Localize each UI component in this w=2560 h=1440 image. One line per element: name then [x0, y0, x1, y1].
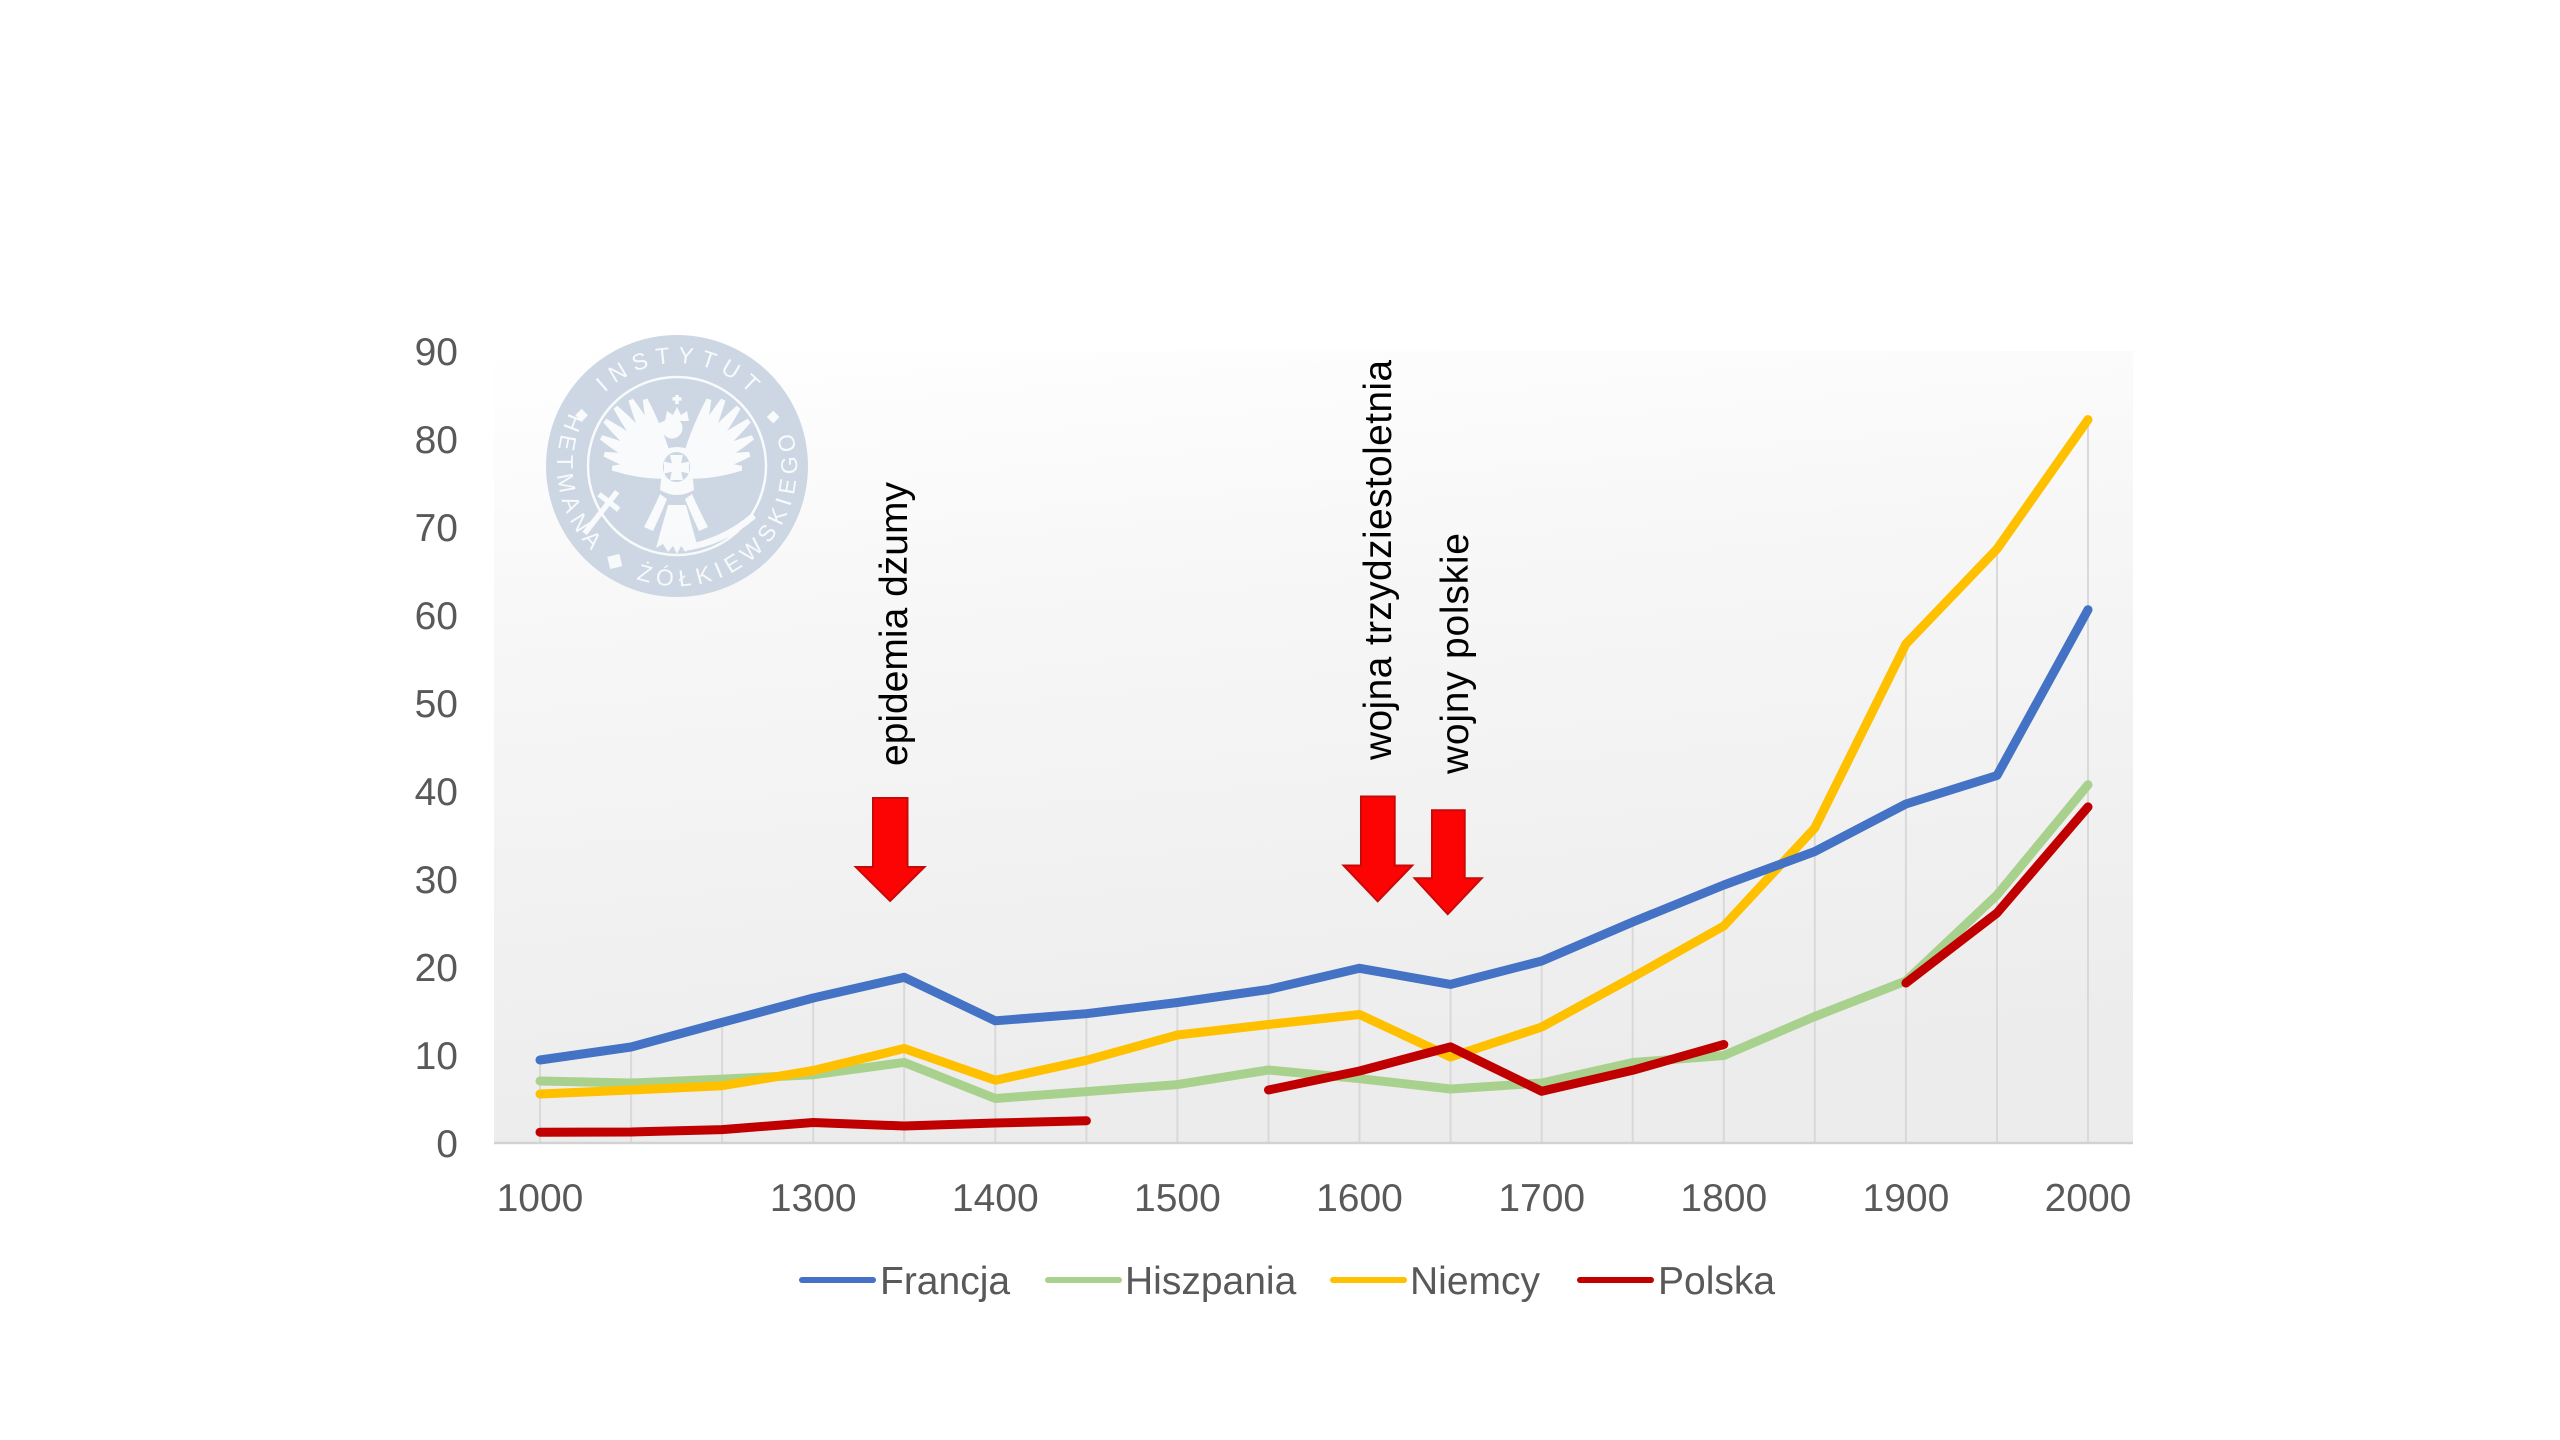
svg-text:1000: 1000 — [497, 1177, 584, 1220]
svg-text:epidemia dżumy: epidemia dżumy — [873, 482, 916, 766]
svg-text:1500: 1500 — [1134, 1177, 1221, 1220]
svg-text:80: 80 — [415, 419, 458, 462]
svg-text:20: 20 — [415, 947, 458, 990]
svg-text:Polska: Polska — [1658, 1260, 1775, 1303]
svg-text:1400: 1400 — [952, 1177, 1039, 1220]
svg-text:Hiszpania: Hiszpania — [1125, 1260, 1297, 1303]
svg-text:wojny polskie: wojny polskie — [1434, 532, 1477, 775]
svg-text:10: 10 — [415, 1035, 458, 1078]
svg-text:1800: 1800 — [1680, 1177, 1767, 1220]
svg-text:90: 90 — [415, 331, 458, 374]
svg-text:1600: 1600 — [1316, 1177, 1403, 1220]
svg-text:Francja: Francja — [880, 1260, 1010, 1303]
svg-text:70: 70 — [415, 507, 458, 550]
svg-text:Niemcy: Niemcy — [1410, 1260, 1541, 1303]
svg-text:60: 60 — [415, 595, 458, 638]
svg-text:1300: 1300 — [770, 1177, 857, 1220]
svg-text:40: 40 — [415, 771, 458, 814]
svg-text:0: 0 — [436, 1123, 458, 1166]
svg-text:wojna trzydziestoletnia: wojna trzydziestoletnia — [1357, 360, 1400, 761]
svg-text:30: 30 — [415, 859, 458, 902]
svg-text:50: 50 — [415, 683, 458, 726]
svg-text:1700: 1700 — [1498, 1177, 1585, 1220]
svg-text:2000: 2000 — [2045, 1177, 2132, 1220]
svg-text:1900: 1900 — [1863, 1177, 1950, 1220]
